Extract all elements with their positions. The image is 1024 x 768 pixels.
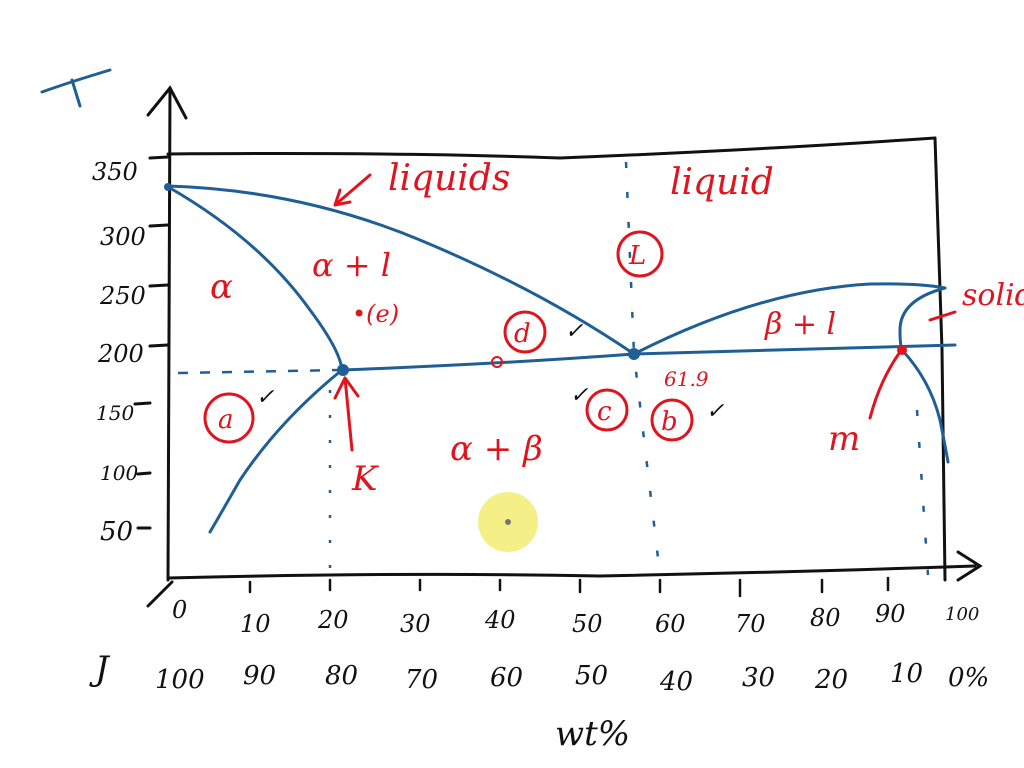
label-a: a — [218, 405, 234, 435]
x-bottom-20: 20 — [814, 665, 848, 695]
y-axis — [146, 85, 188, 582]
annotations: liquids solid K m 61.9 a d L c b •(e) — [203, 158, 1024, 499]
check-b: ✓ — [706, 399, 725, 424]
x-bottom-labels: J 100 90 80 70 60 50 40 30 20 10 0% — [89, 649, 989, 697]
region-alpha-plus-beta: α + β — [450, 429, 543, 469]
x-bottom-10: 10 — [890, 659, 923, 689]
liquidus-label: liquids — [388, 158, 510, 199]
x-top-100: 100 — [945, 604, 979, 625]
liquidus-right — [632, 282, 947, 356]
x-axis-label: wt% — [555, 714, 630, 754]
y-tick-300: 300 — [100, 223, 146, 251]
y-axis-label — [40, 68, 112, 108]
point-k-dot — [337, 364, 349, 376]
x-top-70: 70 — [735, 610, 766, 638]
point-open-circle — [491, 356, 503, 368]
x-bottom-prefix: J — [89, 649, 111, 689]
solvus-alpha — [208, 368, 344, 534]
solidus-beta — [898, 286, 947, 352]
y-ticks — [133, 155, 170, 530]
x-bottom-60: 60 — [490, 663, 523, 693]
y-tick-350: 350 — [92, 158, 138, 186]
label-e: •(e) — [352, 300, 399, 328]
check-marks: ✓ ✓ ✓ ✓ — [256, 319, 725, 424]
label-d: d — [514, 319, 531, 349]
y-tick-50: 50 — [100, 517, 133, 547]
solidus-label: solid — [962, 278, 1024, 313]
phase-points — [164, 183, 907, 376]
x-bottom-50: 50 — [575, 661, 608, 691]
check-c: ✓ — [570, 383, 589, 408]
point-m-label: m — [828, 419, 860, 459]
x-top-60: 60 — [655, 610, 686, 638]
x-bottom-30: 30 — [742, 663, 775, 693]
x-bottom-40: 40 — [659, 667, 693, 697]
region-beta-plus-l: β + l — [764, 307, 836, 342]
diagram-frame — [166, 136, 947, 582]
guide-lines — [177, 161, 930, 578]
x-top-90: 90 — [875, 600, 906, 628]
region-labels: α α + l liquid β + l α + β — [210, 162, 836, 469]
region-alpha: α — [210, 267, 233, 307]
x-ticks — [248, 576, 890, 598]
x-bottom-100: 100 — [155, 665, 205, 695]
x-top-0: 0 — [172, 596, 187, 624]
x-top-30: 30 — [400, 610, 431, 638]
eutectic-isotherm — [340, 343, 957, 372]
x-top-20: 20 — [317, 606, 349, 634]
x-bottom-70: 70 — [405, 665, 438, 695]
x-top-50: 50 — [572, 610, 603, 638]
x-top-80: 80 — [810, 604, 841, 632]
liquidus-left — [166, 184, 636, 356]
region-liquid: liquid — [670, 162, 774, 203]
label-b: b — [661, 407, 678, 437]
eutectic-point — [628, 348, 640, 360]
melting-point-alpha — [164, 183, 172, 191]
solidus-alpha — [168, 186, 344, 372]
y-tick-200: 200 — [97, 340, 144, 368]
phase-boundaries — [166, 184, 957, 534]
x-bottom-80: 80 — [325, 661, 358, 691]
y-tick-100: 100 — [100, 461, 138, 485]
check-d: ✓ — [565, 319, 584, 344]
x-top-10: 10 — [240, 610, 271, 638]
x-top-labels: 0 10 20 30 40 50 60 70 80 90 100 — [172, 596, 979, 638]
check-a: ✓ — [256, 385, 275, 410]
x-top-40: 40 — [484, 606, 516, 634]
x-bottom-0pct: 0% — [948, 663, 989, 693]
y-tick-250: 250 — [99, 282, 146, 310]
solvus-beta — [900, 348, 950, 464]
point-k-label: K — [351, 459, 380, 499]
cursor-highlight — [478, 492, 538, 552]
label-c: c — [597, 397, 612, 427]
y-tick-150: 150 — [96, 401, 134, 425]
eutectic-composition: 61.9 — [664, 367, 709, 391]
region-alpha-plus-l: α + l — [312, 246, 391, 284]
x-bottom-90: 90 — [243, 661, 276, 691]
label-l: L — [628, 241, 646, 271]
y-tick-labels: 350 300 250 200 150 100 50 — [92, 158, 146, 547]
x-axis — [146, 550, 983, 608]
